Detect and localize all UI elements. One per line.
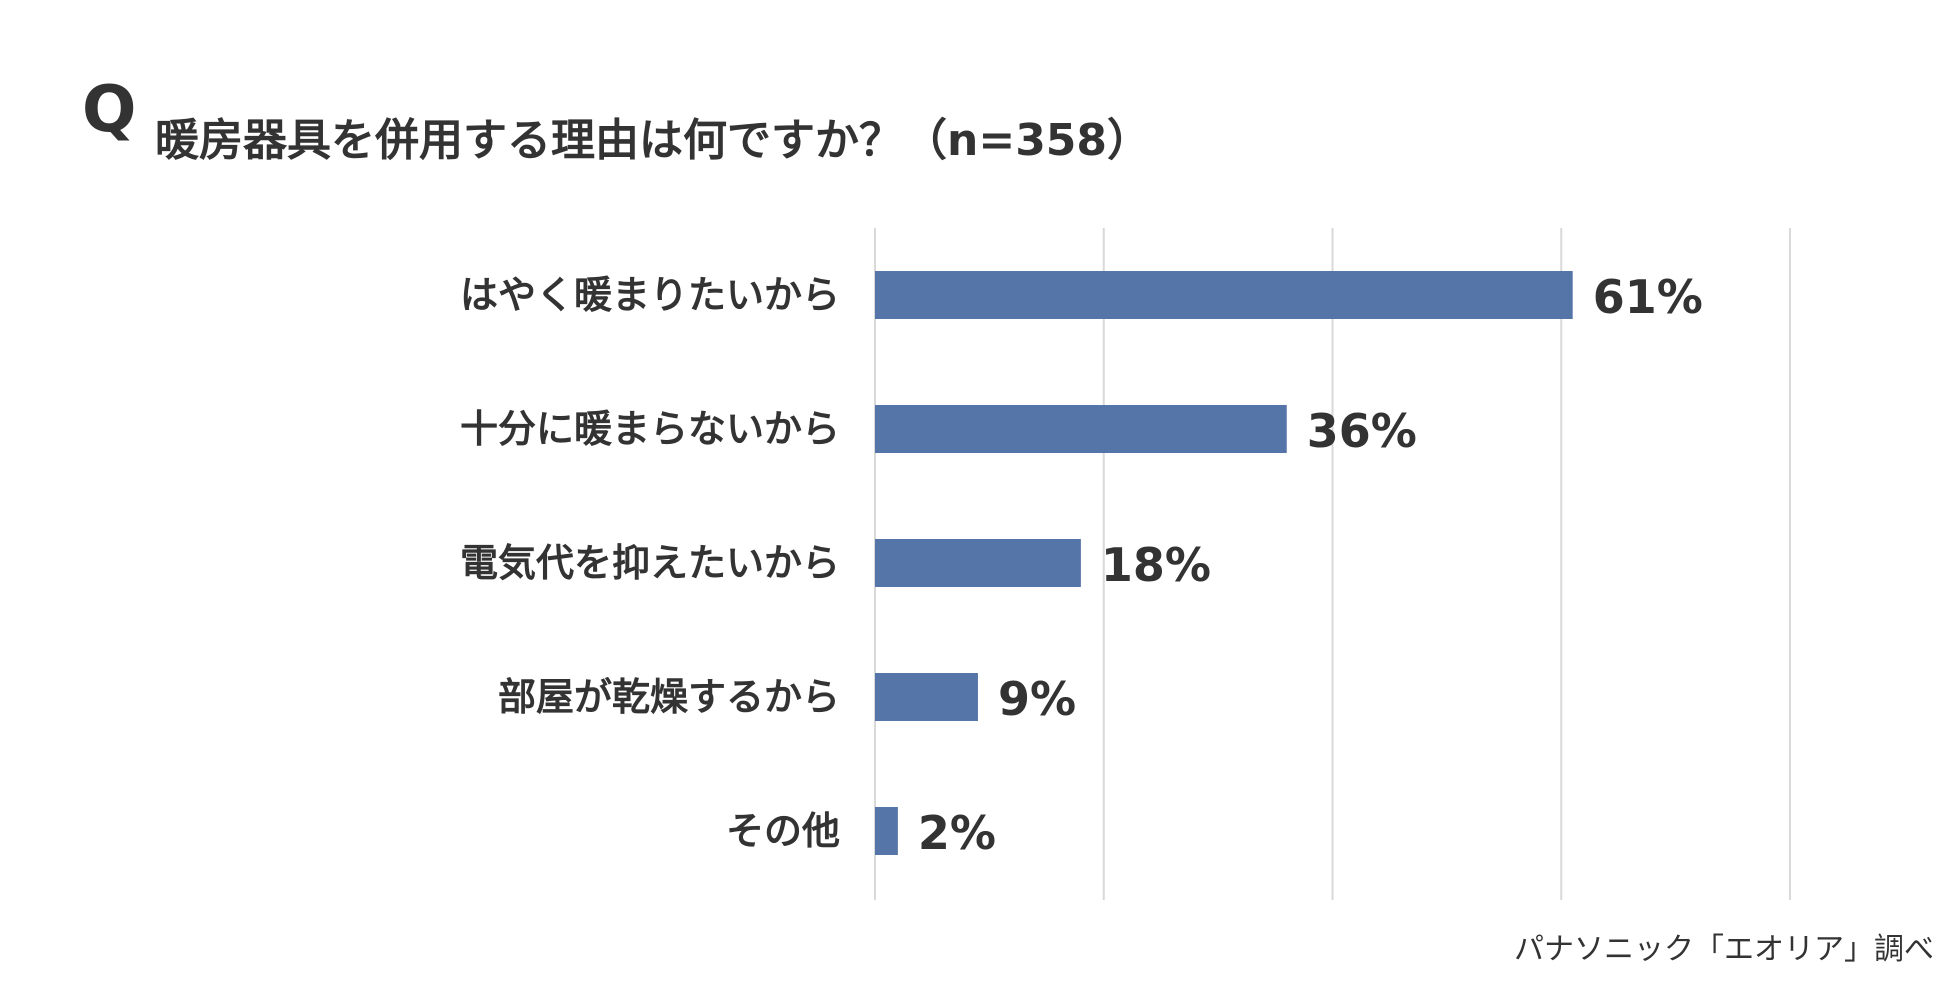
category-label-3: 部屋が乾燥するから — [498, 675, 840, 719]
category-label-1: 十分に暖まらないから — [460, 407, 840, 451]
category-label-0: はやく暖まりたいから — [460, 273, 840, 317]
value-label-4: 2% — [918, 806, 996, 860]
value-labels: 61% 36% 18% 9% 2% — [918, 270, 1703, 860]
bar-0 — [875, 271, 1573, 319]
bar-3 — [875, 673, 978, 721]
value-label-1: 36% — [1307, 404, 1417, 458]
value-label-3: 9% — [998, 672, 1076, 726]
category-labels: はやく暖まりたいから十分に暖まらないから電気代を抑えたいから部屋が乾燥するからそ… — [460, 273, 840, 853]
bar-2 — [875, 539, 1081, 587]
value-label-0: 61% — [1593, 270, 1703, 324]
value-label-2: 18% — [1101, 538, 1211, 592]
category-label-2: 電気代を抑えたいから — [460, 541, 840, 585]
bar-4 — [875, 807, 898, 855]
chart-title: 暖房器具を併用する理由は何ですか？（n=358） — [155, 115, 1152, 166]
source-note: パナソニック「エオリア」調べ — [1514, 932, 1934, 967]
question-mark-label: Q — [82, 73, 137, 147]
bar-1 — [875, 405, 1287, 453]
bars — [875, 271, 1573, 855]
category-label-4: その他 — [726, 809, 840, 853]
